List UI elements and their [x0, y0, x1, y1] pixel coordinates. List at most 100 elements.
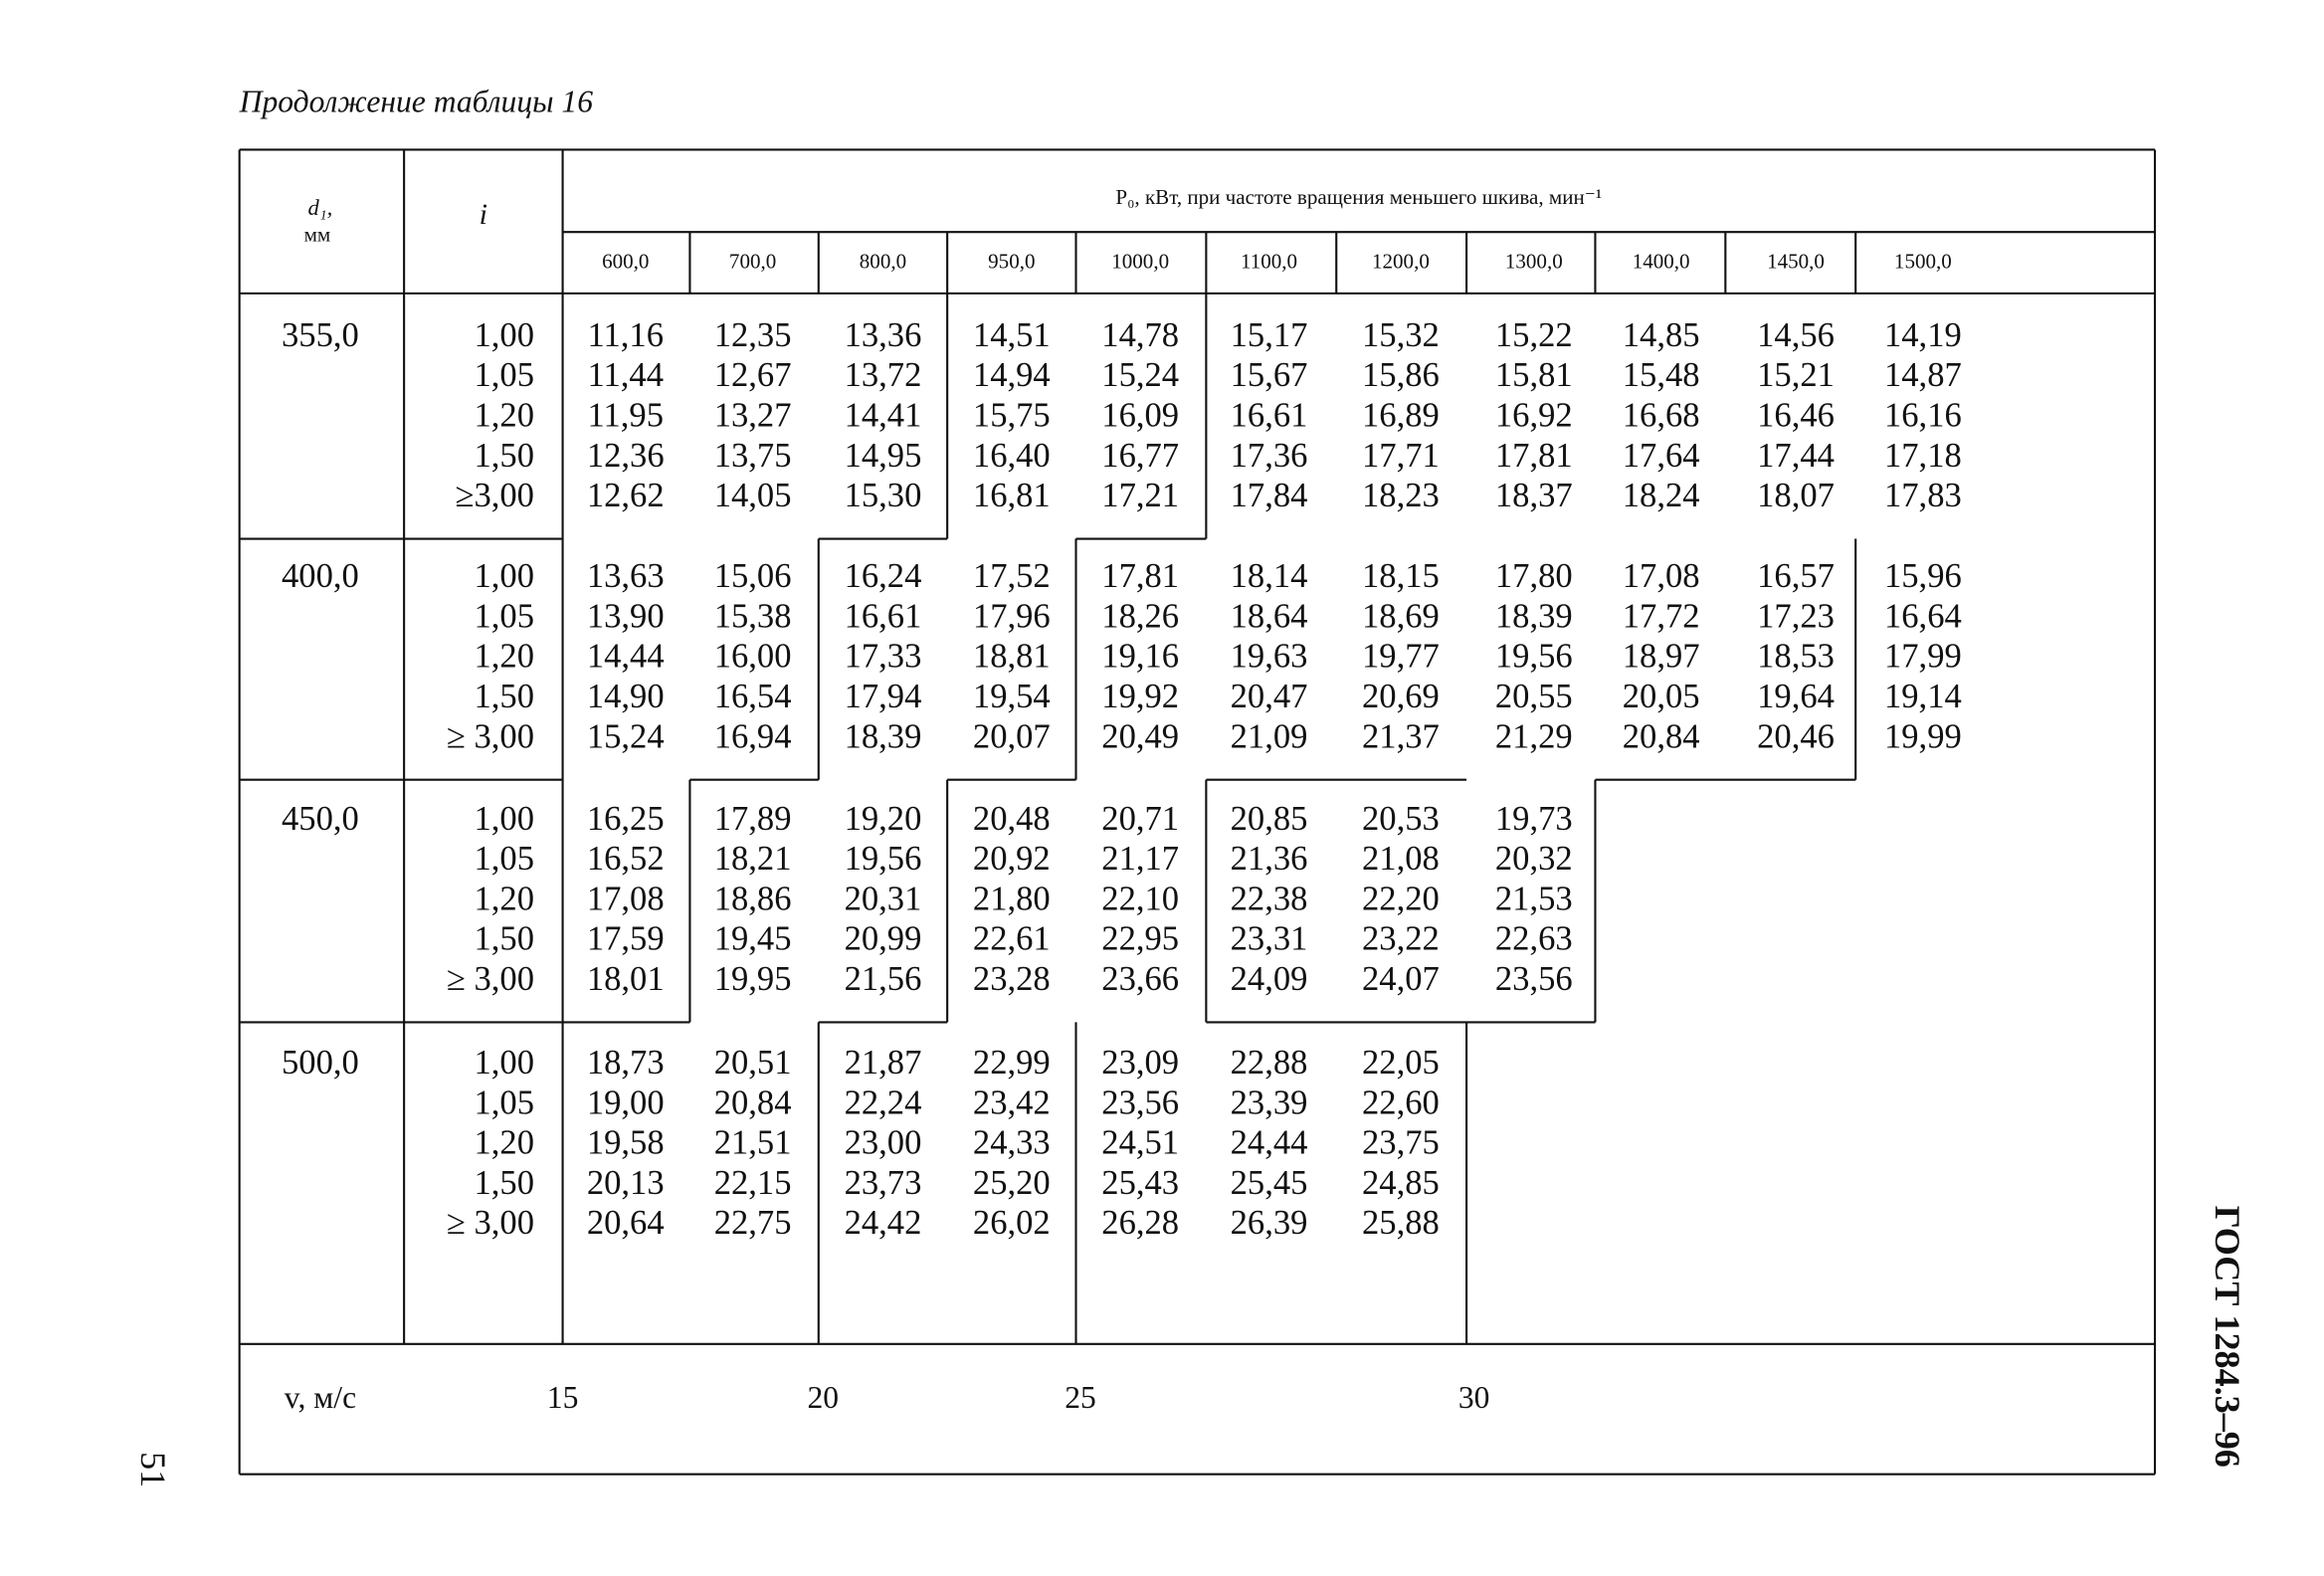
power-value: 18,07: [1757, 477, 1835, 514]
power-value: 18,21: [714, 840, 792, 878]
power-value: 14,90: [587, 678, 665, 715]
power-value: 14,87: [1884, 356, 1962, 394]
power-value: 20,84: [1623, 717, 1700, 755]
power-value: 11,16: [587, 316, 664, 354]
power-value: 18,24: [1623, 477, 1700, 514]
power-value: 23,09: [1101, 1044, 1179, 1082]
power-value: 16,64: [1884, 597, 1962, 635]
power-value: 24,07: [1362, 960, 1440, 998]
power-value: 22,60: [1362, 1084, 1440, 1121]
i-value: 1,05: [474, 356, 534, 394]
i-value: 1,00: [474, 316, 534, 354]
power-value: 16,81: [973, 477, 1051, 514]
power-value: 20,69: [1362, 678, 1440, 715]
power-value: 19,64: [1757, 678, 1835, 715]
power-value: 21,37: [1362, 717, 1440, 755]
power-value: 20,55: [1495, 678, 1573, 715]
d-value: 450,0: [282, 800, 359, 838]
power-value: 18,39: [845, 717, 922, 755]
power-value: 21,80: [973, 880, 1051, 917]
power-value: 23,75: [1362, 1124, 1440, 1162]
power-value: 17,33: [845, 638, 922, 676]
velocity-label: 15: [547, 1380, 579, 1415]
power-value: 18,39: [1495, 597, 1573, 635]
power-value: 15,24: [1101, 356, 1179, 394]
power-value: 23,66: [1101, 960, 1179, 998]
power-value: 24,85: [1362, 1164, 1440, 1202]
power-value: 20,99: [845, 920, 922, 958]
i-value: 1,20: [474, 1124, 534, 1162]
power-value: 20,31: [845, 880, 922, 917]
power-value: 22,15: [714, 1164, 792, 1202]
power-value: 20,05: [1623, 678, 1700, 715]
frequency-header: 1450,0: [1767, 250, 1825, 274]
power-value: 22,38: [1231, 880, 1308, 917]
power-value: 15,22: [1495, 316, 1573, 354]
power-value: 23,22: [1362, 920, 1440, 958]
power-value: 18,64: [1231, 597, 1308, 635]
power-value: 15,30: [845, 477, 922, 514]
frequency-header: 950,0: [988, 250, 1035, 274]
power-value: 20,07: [973, 717, 1051, 755]
power-value: 16,57: [1757, 557, 1835, 595]
frequency-header: 1200,0: [1372, 250, 1430, 274]
power-value: 20,46: [1757, 717, 1835, 755]
power-value: 14,51: [973, 316, 1051, 354]
power-value: 17,72: [1623, 597, 1700, 635]
power-value: 13,27: [714, 397, 792, 435]
d-unit: мм: [304, 223, 331, 247]
power-value: 14,19: [1884, 316, 1962, 354]
power-value: 16,24: [845, 557, 922, 595]
power-value: 14,05: [714, 477, 792, 514]
power-value: 16,61: [1231, 397, 1308, 435]
power-value: 23,00: [845, 1124, 922, 1162]
power-value: 15,38: [714, 597, 792, 635]
power-value: 25,45: [1231, 1164, 1308, 1202]
power-value: 23,56: [1101, 1084, 1179, 1121]
side-label: ГОСТ 1284.3–96: [2208, 1206, 2247, 1468]
power-value: 16,89: [1362, 397, 1440, 435]
power-value: 22,61: [973, 920, 1051, 958]
power-value: 22,24: [845, 1084, 922, 1121]
frequency-header: 1500,0: [1894, 250, 1952, 274]
frequency-header: 600,0: [602, 250, 649, 274]
i-value: 1,05: [474, 1084, 534, 1121]
power-value: 19,56: [1495, 638, 1573, 676]
frequency-header: 800,0: [860, 250, 906, 274]
power-value: 17,84: [1231, 477, 1308, 514]
power-value: 12,35: [714, 316, 792, 354]
power-value: 13,75: [714, 437, 792, 475]
power-value: 20,51: [714, 1044, 792, 1082]
power-value: 17,83: [1884, 477, 1962, 514]
power-value: 23,39: [1231, 1084, 1308, 1121]
power-value: 18,73: [587, 1044, 665, 1082]
power-value: 17,71: [1362, 437, 1440, 475]
i-value: ≥ 3,00: [447, 717, 534, 755]
power-value: 20,71: [1101, 800, 1179, 838]
power-value: 22,05: [1362, 1044, 1440, 1082]
power-value: 24,42: [845, 1204, 922, 1242]
power-value: 25,20: [973, 1164, 1051, 1202]
power-value: 22,10: [1101, 880, 1179, 917]
power-value: 22,20: [1362, 880, 1440, 917]
power-value: 24,09: [1231, 960, 1308, 998]
power-value: 23,28: [973, 960, 1051, 998]
power-value: 17,18: [1884, 437, 1962, 475]
i-value: 1,50: [474, 437, 534, 475]
power-value: 14,56: [1757, 316, 1835, 354]
power-value: 14,95: [845, 437, 922, 475]
power-value: 21,56: [845, 960, 922, 998]
power-value: 17,96: [973, 597, 1051, 635]
i-value: 1,20: [474, 397, 534, 435]
power-value: 19,63: [1231, 638, 1308, 676]
power-value: 18,01: [587, 960, 665, 998]
power-value: 22,63: [1495, 920, 1573, 958]
caption: Продолжение таблицы 16: [239, 85, 594, 119]
velocity-label: 20: [808, 1380, 840, 1415]
power-value: 19,73: [1495, 800, 1573, 838]
power-value: 22,88: [1231, 1044, 1308, 1082]
power-value: 16,94: [714, 717, 792, 755]
power-value: 15,96: [1884, 557, 1962, 595]
power-value: 14,85: [1623, 316, 1700, 354]
